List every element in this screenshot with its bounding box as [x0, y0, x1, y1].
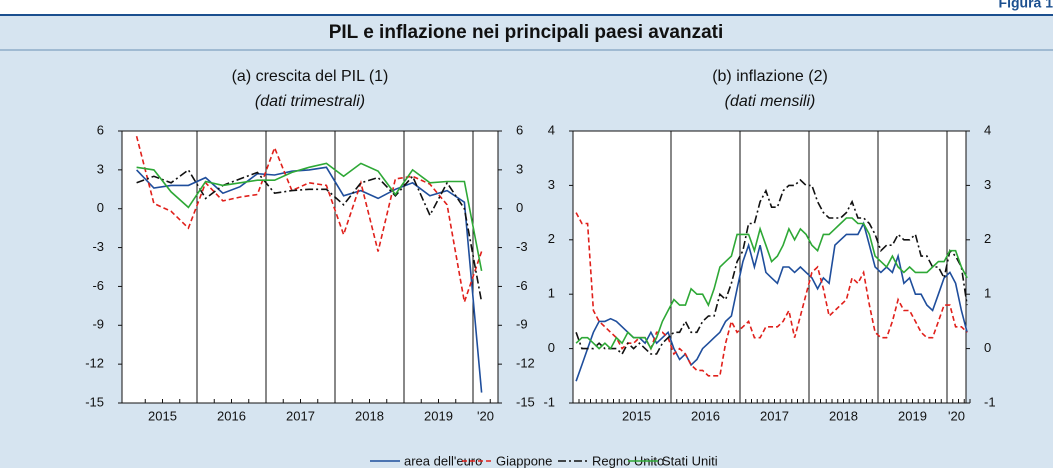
panel-title: (b) inflazione (2)	[712, 68, 828, 85]
x-tick-label: 2018	[355, 408, 384, 423]
x-tick-label: 2016	[691, 408, 720, 423]
x-tick-label: 2015	[622, 408, 651, 423]
y2-tick-label: 3	[516, 161, 523, 176]
y-tick-label: 2	[548, 231, 555, 246]
plot-area	[121, 130, 499, 404]
x-tick-label: 2018	[829, 408, 858, 423]
y2-tick-label: 0	[984, 340, 991, 355]
legend-label: Stati Uniti	[662, 453, 718, 468]
y-tick-label: 1	[548, 286, 555, 301]
y2-tick-label: -12	[516, 356, 535, 371]
x-tick-label: 2016	[217, 408, 246, 423]
y-tick-label: 3	[97, 161, 104, 176]
series-line	[136, 168, 483, 303]
y-tick-label: 3	[548, 177, 555, 192]
legend-label: area dell'euro	[404, 453, 482, 468]
y-tick-label: -15	[85, 394, 104, 409]
series-line	[575, 178, 968, 356]
y-tick-label: 6	[97, 122, 104, 137]
panel-subtitle: (dati mensili)	[725, 93, 816, 110]
series-line	[135, 136, 483, 303]
top-band	[0, 0, 1053, 14]
x-tick-label: 2019	[424, 408, 453, 423]
series-line	[575, 217, 968, 351]
y-tick-label: 4	[548, 122, 555, 137]
y-tick-label: -6	[92, 278, 104, 293]
x-tick-label: 2017	[760, 408, 789, 423]
y-tick-label: 0	[97, 200, 104, 215]
panel-title: (a) crescita del PIL (1)	[232, 68, 389, 85]
series-line	[136, 162, 483, 272]
y2-tick-label: 4	[984, 122, 991, 137]
y-tick-label: 0	[548, 340, 555, 355]
x-tick-label: '20	[948, 408, 965, 423]
series-line	[575, 221, 968, 382]
y-tick-label: -12	[85, 356, 104, 371]
y-tick-label: -9	[92, 317, 104, 332]
y2-tick-label: 1	[984, 286, 991, 301]
legend-label: Giappone	[496, 453, 552, 468]
y2-tick-label: -6	[516, 278, 528, 293]
y2-tick-label: 6	[516, 122, 523, 137]
x-tick-label: '20	[477, 408, 494, 423]
x-tick-label: 2019	[898, 408, 927, 423]
y2-tick-label: -9	[516, 317, 528, 332]
y2-tick-label: 2	[984, 231, 991, 246]
series-line	[136, 166, 483, 393]
y2-tick-label: -3	[516, 239, 528, 254]
y-tick-label: -3	[92, 239, 104, 254]
plot-area	[572, 130, 967, 404]
x-tick-label: 2015	[148, 408, 177, 423]
y2-tick-label: 3	[984, 177, 991, 192]
y-tick-label: -1	[543, 394, 555, 409]
figure-title: PIL e inflazione nei principali paesi av…	[329, 22, 724, 43]
y2-tick-label: -15	[516, 394, 535, 409]
panel-subtitle: (dati trimestrali)	[255, 93, 365, 110]
x-tick-label: 2017	[286, 408, 315, 423]
y2-tick-label: -1	[984, 394, 996, 409]
figure-label: Figura 1	[999, 0, 1053, 11]
y2-tick-label: 0	[516, 200, 523, 215]
